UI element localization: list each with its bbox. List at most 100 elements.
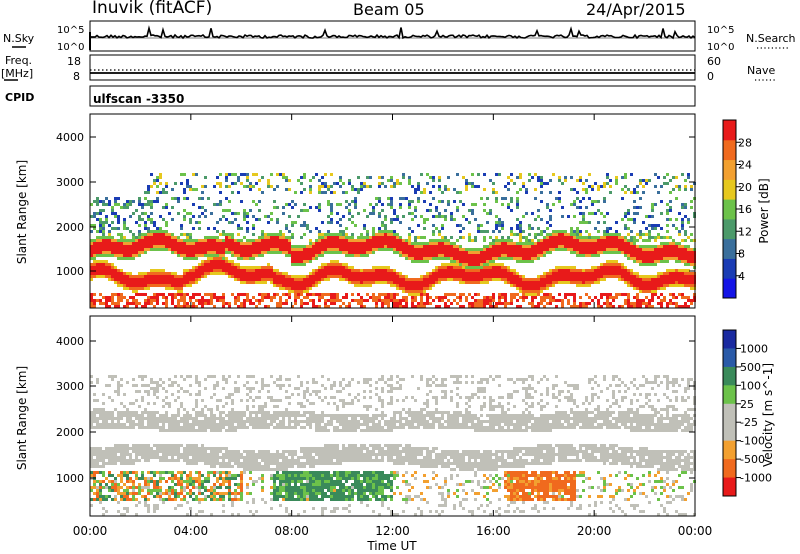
power-cell bbox=[348, 254, 351, 257]
power-cell bbox=[690, 185, 693, 188]
power-cell bbox=[174, 242, 177, 245]
power-cell bbox=[360, 242, 363, 245]
power-cell bbox=[612, 236, 615, 239]
power-cell bbox=[291, 254, 294, 257]
power-cell bbox=[177, 284, 180, 287]
power-cell bbox=[144, 251, 147, 254]
power-cell bbox=[324, 266, 327, 269]
velocity-cell bbox=[114, 426, 117, 429]
power-cell bbox=[258, 251, 261, 254]
power-cell bbox=[381, 302, 384, 305]
power-cell bbox=[147, 287, 150, 290]
power-cell bbox=[261, 239, 264, 242]
power-cell bbox=[372, 251, 375, 254]
power-cell bbox=[312, 248, 315, 251]
power-cell bbox=[240, 182, 243, 185]
power-cell bbox=[516, 278, 519, 281]
power-cell bbox=[231, 293, 234, 296]
velocity-cell bbox=[120, 426, 123, 429]
power-cell bbox=[303, 263, 306, 266]
power-cell bbox=[105, 197, 108, 200]
power-cell bbox=[573, 296, 576, 299]
power-cell bbox=[537, 251, 540, 254]
power-cell bbox=[216, 263, 219, 266]
power-cell bbox=[498, 272, 501, 275]
power-cell bbox=[126, 200, 129, 203]
power-cell bbox=[360, 239, 363, 242]
power-cell bbox=[579, 206, 582, 209]
power-cell bbox=[255, 242, 258, 245]
power-cell bbox=[264, 275, 267, 278]
power-cell bbox=[564, 179, 567, 182]
power-cell bbox=[489, 263, 492, 266]
power-cell bbox=[183, 299, 186, 302]
power-cell bbox=[330, 185, 333, 188]
velocity-cell bbox=[99, 417, 102, 420]
velocity-cell bbox=[159, 477, 162, 480]
power-cell bbox=[162, 188, 165, 191]
power-cell bbox=[432, 239, 435, 242]
power-cell bbox=[330, 245, 333, 248]
power-cell bbox=[594, 182, 597, 185]
velocity-cell bbox=[108, 495, 111, 498]
power-cell bbox=[489, 260, 492, 263]
power-cell bbox=[495, 275, 498, 278]
power-cell bbox=[441, 269, 444, 272]
power-cell bbox=[90, 299, 93, 302]
power-cell bbox=[684, 206, 687, 209]
velocity-cell bbox=[165, 411, 168, 414]
power-cell bbox=[540, 200, 543, 203]
power-cell bbox=[429, 242, 432, 245]
power-cell bbox=[657, 176, 660, 179]
power-cell bbox=[390, 179, 393, 182]
power-cell bbox=[183, 302, 186, 305]
velocity-cell bbox=[144, 411, 147, 414]
power-cell bbox=[564, 296, 567, 299]
power-cell bbox=[519, 287, 522, 290]
power-cell bbox=[645, 233, 648, 236]
velocity-cell bbox=[120, 462, 123, 465]
power-cell bbox=[177, 239, 180, 242]
power-cell bbox=[129, 215, 132, 218]
power-cell bbox=[456, 269, 459, 272]
velocity-cell bbox=[108, 474, 111, 477]
velocity-cell bbox=[174, 429, 177, 432]
power-cell bbox=[471, 209, 474, 212]
power-cell bbox=[168, 284, 171, 287]
power-cell bbox=[474, 239, 477, 242]
power-cell bbox=[435, 245, 438, 248]
power-cell bbox=[276, 233, 279, 236]
power-cell bbox=[465, 179, 468, 182]
power-cell bbox=[558, 230, 561, 233]
power-cell bbox=[123, 287, 126, 290]
velocity-cell bbox=[135, 414, 138, 417]
velocity-cell bbox=[126, 474, 129, 477]
power-cell bbox=[201, 206, 204, 209]
power-cell bbox=[123, 281, 126, 284]
power-cell bbox=[258, 299, 261, 302]
power-cell bbox=[105, 260, 108, 263]
power-cell bbox=[342, 275, 345, 278]
power-cell bbox=[129, 200, 132, 203]
power-cell bbox=[633, 218, 636, 221]
power-cell bbox=[492, 263, 495, 266]
power-cell bbox=[297, 251, 300, 254]
velocity-cell bbox=[180, 420, 183, 423]
power-cell bbox=[585, 242, 588, 245]
power-cell bbox=[243, 215, 246, 218]
power-cell bbox=[288, 245, 291, 248]
power-cell bbox=[132, 290, 135, 293]
velocity-cell bbox=[144, 384, 147, 387]
power-cell bbox=[411, 212, 414, 215]
power-cell bbox=[534, 305, 537, 308]
velocity-cell bbox=[123, 489, 126, 492]
power-cell bbox=[582, 272, 585, 275]
power-cell bbox=[519, 254, 522, 257]
power-cell bbox=[207, 245, 210, 248]
power-cell bbox=[171, 188, 174, 191]
power-cell bbox=[540, 230, 543, 233]
velocity-cell bbox=[147, 411, 150, 414]
power-cell bbox=[651, 296, 654, 299]
power-cell bbox=[684, 251, 687, 254]
power-cell bbox=[606, 269, 609, 272]
